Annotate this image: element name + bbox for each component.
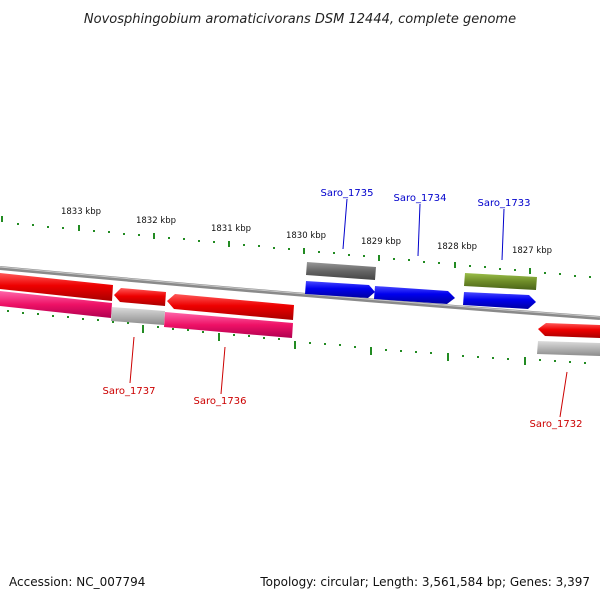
tick-label: 1833 kbp: [61, 207, 101, 217]
tick-label: 1830 kbp: [286, 231, 326, 241]
gene-labels: Saro_1735 Saro_1734 Saro_1733 Saro_1737 …: [103, 188, 583, 430]
gene-saro-1737-pseudo[interactable]: [111, 307, 165, 325]
leader-saro-1734: [417, 203, 421, 257]
tick-label: 1832 kbp: [136, 216, 176, 226]
genome-backbone-highlight: [0, 266, 600, 318]
gene-saro-1732-gene[interactable]: [538, 323, 600, 338]
gene-label-saro-1736[interactable]: Saro_1736: [194, 396, 247, 407]
gene-label-saro-1734[interactable]: Saro_1734: [394, 193, 447, 204]
gene-saro-1734-cds[interactable]: [374, 286, 455, 304]
gene-label-saro-1737[interactable]: Saro_1737: [103, 386, 156, 397]
forward-strand-track: [305, 262, 537, 309]
genome-backbone: [0, 266, 600, 320]
gene-saro-1735-pseudo[interactable]: [306, 262, 376, 280]
gene-saro-1735-cds[interactable]: [305, 281, 375, 298]
gene-label-saro-1732[interactable]: Saro_1732: [530, 419, 583, 430]
tick-label: 1827 kbp: [512, 246, 552, 256]
gene-saro-1736-gene[interactable]: [167, 294, 294, 320]
gene-saro-1737-partial[interactable]: [114, 288, 166, 306]
gene-saro-1736-cds[interactable]: [164, 312, 293, 338]
gene-saro-1737-gene[interactable]: [0, 273, 113, 301]
leader-saro-1736: [220, 346, 226, 395]
tick-label: 1828 kbp: [437, 242, 477, 252]
inner-tick-track: [7, 310, 586, 365]
gene-label-saro-1735[interactable]: Saro_1735: [321, 188, 374, 199]
leader-saro-1732: [559, 371, 568, 418]
accession-text: Accession: NC_007794: [9, 575, 145, 589]
tick-labels: 1833 kbp 1832 kbp 1831 kbp 1830 kbp 1829…: [61, 207, 552, 256]
genome-title: Novosphingobium aromaticivorans DSM 1244…: [84, 12, 516, 27]
gene-label-saro-1733[interactable]: Saro_1733: [478, 198, 531, 209]
leader-saro-1737: [129, 336, 135, 384]
genome-summary-text: Topology: circular; Length: 3,561,584 bp…: [259, 575, 590, 589]
reverse-strand-track: [0, 273, 600, 356]
gene-saro-1733-cds[interactable]: [463, 292, 536, 309]
label-leaders: [129, 198, 568, 418]
tick-label: 1831 kbp: [211, 224, 251, 234]
gene-saro-1737-cds[interactable]: [0, 291, 112, 318]
leader-saro-1733: [501, 208, 505, 261]
gene-saro-1733-gene[interactable]: [464, 273, 537, 290]
gene-saro-1732-pseudo[interactable]: [537, 341, 600, 356]
outer-tick-track: [1, 216, 591, 278]
tick-label: 1829 kbp: [361, 237, 401, 247]
leader-saro-1735: [342, 198, 348, 250]
